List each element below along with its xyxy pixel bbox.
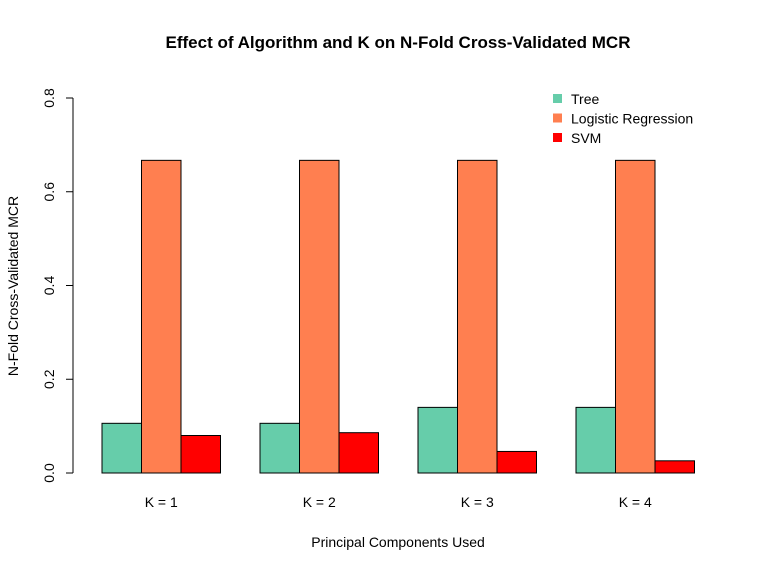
y-tick-label: 0.2 <box>41 369 57 389</box>
bar-svm <box>654 460 695 474</box>
bar-svm <box>180 435 221 474</box>
bar-tree <box>575 406 616 474</box>
legend-label: Tree <box>571 91 599 107</box>
y-tick-label: 0.6 <box>41 182 57 202</box>
x-tick-label: K = 1 <box>145 494 178 510</box>
legend-swatch <box>553 133 562 142</box>
legend-swatch <box>553 94 562 103</box>
y-axis-label: N-Fold Cross-Validated MCR <box>5 196 21 376</box>
x-tick-label: K = 4 <box>619 494 652 510</box>
bar-svm <box>338 432 379 474</box>
x-axis-label: Principal Components Used <box>311 534 485 550</box>
legend-swatch <box>553 113 562 123</box>
legend-label: SVM <box>571 130 601 146</box>
y-tick-label: 0.0 <box>41 463 57 483</box>
y-tick-label: 0.4 <box>41 276 57 296</box>
bar-tree <box>417 406 458 474</box>
y-axis-ticks: 0.0 0.2 0.4 0.6 0.8 <box>41 88 73 483</box>
bar-tree <box>101 422 142 474</box>
bar-logistic-regression <box>299 159 340 474</box>
legend-label: Logistic Regression <box>571 111 693 127</box>
bar-logistic-regression <box>457 159 498 474</box>
bar-svm <box>496 450 537 474</box>
x-tick-label: K = 3 <box>461 494 494 510</box>
bar-logistic-regression <box>615 159 656 474</box>
y-tick-label: 0.8 <box>41 88 57 108</box>
bar-logistic-regression <box>141 159 182 474</box>
x-axis-tick-labels: K = 1 K = 2 K = 3 K = 4 <box>145 494 652 510</box>
bar-groups <box>101 159 695 474</box>
chart-title: Effect of Algorithm and K on N-Fold Cros… <box>166 33 631 52</box>
legend: Tree Logistic Regression SVM <box>553 91 693 146</box>
bar-tree <box>259 422 300 474</box>
x-tick-label: K = 2 <box>303 494 336 510</box>
